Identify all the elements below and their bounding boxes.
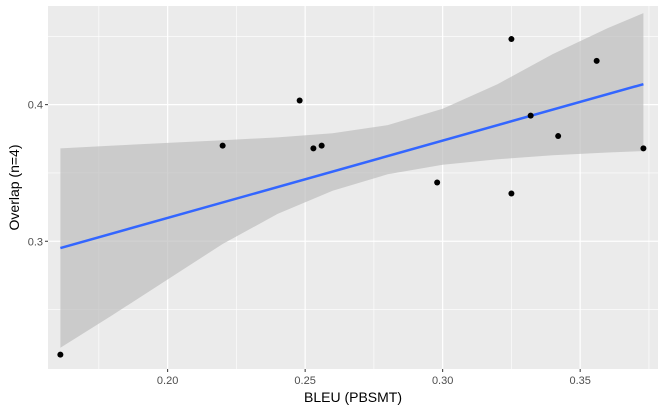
data-point — [527, 112, 534, 119]
x-tick-label: 0.25 — [294, 375, 315, 387]
data-point — [296, 97, 303, 104]
data-point — [57, 351, 64, 358]
data-point — [508, 36, 515, 43]
x-tick-label: 0.30 — [432, 375, 453, 387]
y-axis-ticks: 0.3 0.4 — [28, 100, 48, 248]
x-tick-label: 0.35 — [569, 375, 590, 387]
x-axis-ticks: 0.20 0.25 0.30 0.35 — [157, 369, 591, 387]
data-points — [57, 36, 647, 358]
data-point — [555, 133, 562, 140]
trend-line — [60, 82, 644, 250]
x-axis-title: BLEU (PBSMT) — [304, 389, 402, 405]
data-point — [508, 190, 515, 197]
data-point — [219, 142, 226, 149]
confidence-band — [60, 13, 644, 348]
data-point — [640, 145, 647, 152]
x-tick-label: 0.20 — [157, 375, 178, 387]
data-point — [310, 145, 317, 152]
data-point — [593, 57, 600, 64]
y-tick-label: 0.4 — [28, 100, 43, 112]
data-point — [318, 142, 325, 149]
y-tick-label: 0.3 — [28, 236, 43, 248]
y-axis-title: Overlap (n=4) — [6, 145, 22, 231]
data-point — [434, 179, 441, 186]
